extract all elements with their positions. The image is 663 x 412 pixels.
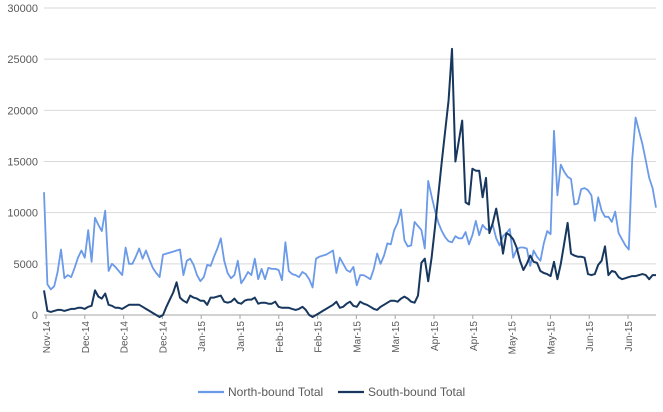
x-tick-label: Dec-14 [158, 321, 169, 354]
y-tick-label: 10000 [7, 208, 38, 220]
x-tick-label: Apr-15 [469, 321, 480, 351]
legend-label-south: South-bound Total [368, 385, 465, 399]
legend-label-north: North-bound Total [228, 385, 323, 399]
x-tick-label: Mar-15 [352, 321, 363, 353]
x-tick-label: Jan-15 [236, 321, 247, 352]
y-tick-label: 0 [32, 310, 38, 322]
x-tick-label: Dec-14 [120, 321, 131, 354]
x-tick-label: Mar-15 [391, 321, 402, 353]
x-tick-label: Jun-15 [624, 321, 635, 352]
x-tick-label: May-15 [546, 321, 557, 355]
y-tick-label: 25000 [7, 54, 38, 66]
x-tick-label: Jan-15 [197, 321, 208, 352]
y-tick-label: 5000 [14, 259, 38, 271]
x-axis: Nov-14 Dec-14 Dec-14 Dec-14 Jan-15 Jan-15 Feb-… [42, 315, 635, 354]
y-tick-label: 15000 [7, 157, 38, 169]
x-tick-label: Feb-15 [314, 321, 325, 353]
x-tick-label: Nov-14 [42, 321, 53, 354]
x-tick-label: Apr-15 [430, 321, 441, 351]
series-line-south-bound [43, 47, 656, 318]
series-lines [43, 47, 657, 318]
legend: North-bound Total South-bound Total [198, 385, 465, 399]
x-tick-label: Dec-14 [81, 321, 92, 354]
x-tick-label: May-15 [508, 321, 519, 355]
y-tick-label: 30000 [7, 3, 38, 15]
y-tick-label: 20000 [7, 105, 38, 117]
series-line-north-bound [43, 116, 657, 291]
y-axis: 0 5000 10000 15000 20000 25000 30000 [7, 3, 38, 322]
x-tick-label: Jun-15 [585, 321, 596, 352]
x-tick-label: Feb-15 [275, 321, 286, 353]
gridlines [44, 7, 656, 316]
